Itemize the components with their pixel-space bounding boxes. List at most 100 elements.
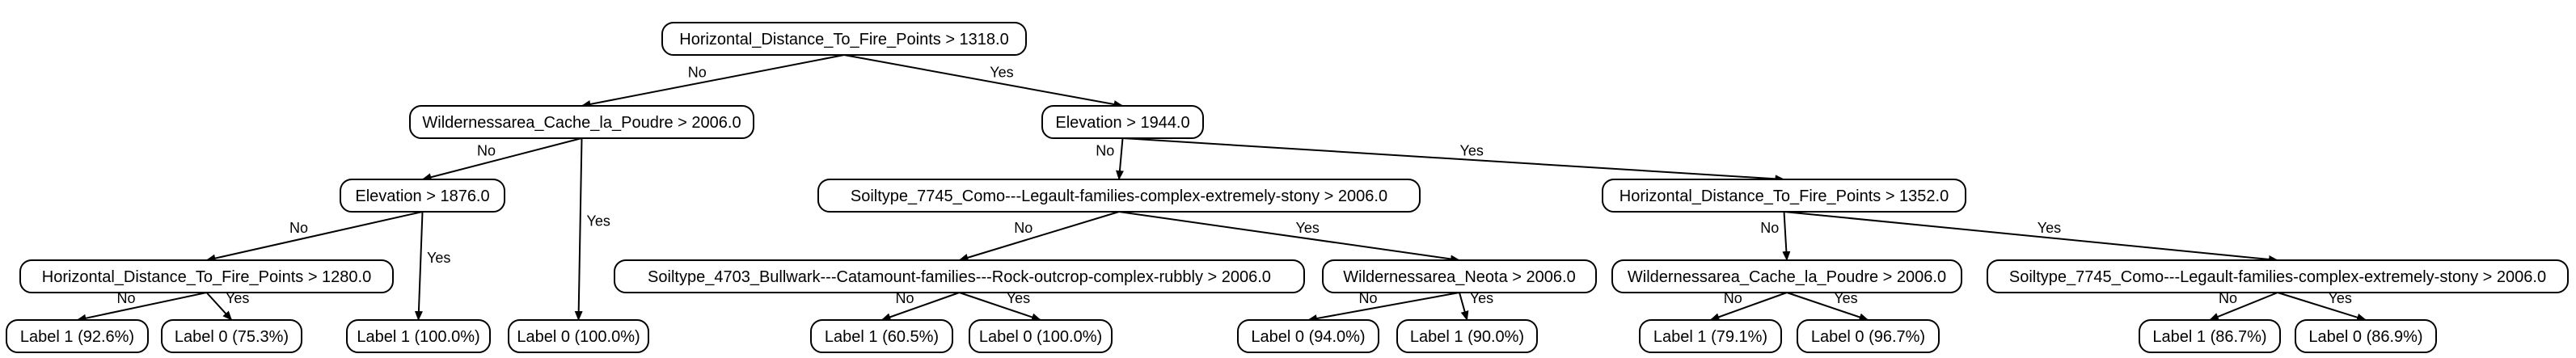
node-box: [810, 319, 953, 353]
node-box: [19, 259, 394, 293]
node-box: [161, 319, 302, 353]
node-label: Label 0 (94.0%): [1251, 328, 1365, 346]
leaf-node: Label 1 (100.0%): [346, 319, 491, 353]
node-box: [1797, 319, 1940, 353]
node-box: [1611, 259, 1962, 293]
node-label: Wildernessarea_Cache_la_Poudre > 2006.0: [1628, 268, 1946, 286]
edge-n1-n3: [421, 137, 582, 182]
node-label: Label 1 (86.7%): [2152, 328, 2266, 346]
edge-n10-n18: [1784, 211, 2278, 263]
edge-label-yes: Yes: [990, 65, 1013, 81]
edge-n18-n22: [2277, 292, 2367, 322]
node-box: [661, 22, 1027, 56]
edge-n0-n1: [581, 54, 845, 108]
node-label: Label 1 (92.6%): [20, 328, 134, 346]
leaf-node: Label 0 (96.7%): [1797, 319, 1940, 353]
edge-n1-n4: [574, 137, 583, 321]
node-box: [1987, 259, 2569, 293]
edge-label-no: No: [477, 143, 496, 159]
node-label: Wildernessarea_Cache_la_Poudre > 2006.0: [422, 114, 741, 132]
edge-n11-n14: [959, 292, 1041, 322]
decision-node: Horizontal_Distance_To_Fire_Points > 131…: [661, 22, 1027, 56]
decision-node: Elevation > 1876.0: [340, 179, 505, 213]
node-label: Label 1 (90.0%): [1410, 328, 1524, 346]
node-label: Horizontal_Distance_To_Fire_Points > 131…: [679, 31, 1008, 48]
leaf-node: Label 0 (100.0%): [969, 319, 1113, 353]
node-box: [2139, 319, 2281, 353]
node-label: Elevation > 1944.0: [1055, 114, 1189, 132]
edge-n5-n8: [205, 292, 233, 321]
edge-n3-n5: [205, 211, 423, 263]
node-label: Label 1 (60.5%): [825, 328, 939, 346]
leaf-node: Label 1 (79.1%): [1639, 319, 1782, 353]
edge-n11-n13: [880, 292, 960, 322]
node-box: [6, 319, 149, 353]
node-box: [1639, 319, 1782, 353]
leaf-node: Label 1 (90.0%): [1396, 319, 1538, 353]
node-box: [508, 319, 649, 353]
decision-node: Soiltype_7745_Como---Legault-families-co…: [817, 179, 1421, 213]
edge-n2-n9: [1115, 137, 1124, 180]
node-label: Soiltype_7745_Como---Legault-families-co…: [851, 187, 1387, 205]
edge-n18-n21: [2209, 292, 2278, 321]
leaf-node: Label 1 (86.7%): [2139, 319, 2281, 353]
edge-n9-n12: [1118, 211, 1460, 263]
edge-label-yes: Yes: [1460, 143, 1484, 159]
leaf-node: Label 0 (86.9%): [2295, 319, 2437, 353]
edge-label-no: No: [1014, 220, 1033, 236]
edge-n17-n19: [1709, 292, 1788, 321]
edge-n3-n6: [414, 211, 424, 321]
leaf-node: Label 0 (94.0%): [1237, 319, 1379, 353]
edge-label-yes: Yes: [427, 250, 450, 266]
node-label: Soiltype_4703_Bullwark---Catamount-famil…: [648, 268, 1271, 286]
node-label: Wildernessarea_Neota > 2006.0: [1343, 268, 1575, 286]
edge-label-no: No: [1760, 220, 1779, 236]
edge-n0-n2: [843, 54, 1124, 108]
node-box: [346, 319, 491, 353]
edge-label-yes: Yes: [587, 213, 610, 230]
node-box: [340, 179, 505, 213]
node-label: Label 1 (79.1%): [1653, 328, 1767, 346]
decision-node: Horizontal_Distance_To_Fire_Points > 128…: [19, 259, 394, 293]
edge-label-yes: Yes: [226, 290, 249, 306]
edge-label-no: No: [688, 65, 707, 81]
decision-node: Elevation > 1944.0: [1041, 105, 1204, 139]
node-box: [1237, 319, 1379, 353]
leaf-node: Label 1 (60.5%): [810, 319, 953, 353]
node-label: Elevation > 1876.0: [355, 187, 489, 205]
edge-label-no: No: [1358, 290, 1377, 306]
node-box: [1602, 179, 1966, 213]
edge-n5-n7: [76, 292, 207, 322]
decision-node: Horizontal_Distance_To_Fire_Points > 135…: [1602, 179, 1966, 213]
node-box: [2295, 319, 2437, 353]
edge-label-yes: Yes: [1007, 290, 1030, 306]
edge-label-no: No: [1724, 290, 1742, 306]
node-box: [1041, 105, 1204, 139]
node-label: Horizontal_Distance_To_Fire_Points > 135…: [1620, 187, 1949, 205]
edge-n2-n10: [1122, 137, 1785, 183]
decision-node: Wildernessarea_Neota > 2006.0: [1322, 259, 1597, 293]
decision-node: Wildernessarea_Cache_la_Poudre > 2006.0: [409, 105, 754, 139]
decision-node: Soiltype_4703_Bullwark---Catamount-famil…: [614, 259, 1305, 293]
edge-n12-n15: [1307, 292, 1460, 322]
node-label: Label 0 (96.7%): [1811, 328, 1925, 346]
node-box: [969, 319, 1113, 353]
edge-n17-n20: [1786, 292, 1869, 322]
node-label: Label 0 (86.9%): [2308, 328, 2422, 346]
edge-label-no: No: [289, 220, 308, 236]
node-box: [1396, 319, 1538, 353]
leaf-node: Label 0 (100.0%): [508, 319, 649, 353]
edge-n10-n17: [1782, 211, 1791, 261]
leaf-node: Label 1 (92.6%): [6, 319, 149, 353]
decision-node: Soiltype_7745_Como---Legault-families-co…: [1987, 259, 2569, 293]
node-box: [1322, 259, 1597, 293]
edge-label-yes: Yes: [2329, 290, 2352, 306]
edge-n12-n16: [1459, 292, 1469, 321]
node-label: Horizontal_Distance_To_Fire_Points > 128…: [42, 268, 371, 286]
node-label: Label 0 (75.3%): [175, 328, 289, 346]
node-label: Label 1 (100.0%): [357, 328, 479, 346]
node-box: [614, 259, 1305, 293]
edge-n9-n11: [958, 211, 1120, 262]
edge-label-yes: Yes: [2038, 220, 2061, 236]
